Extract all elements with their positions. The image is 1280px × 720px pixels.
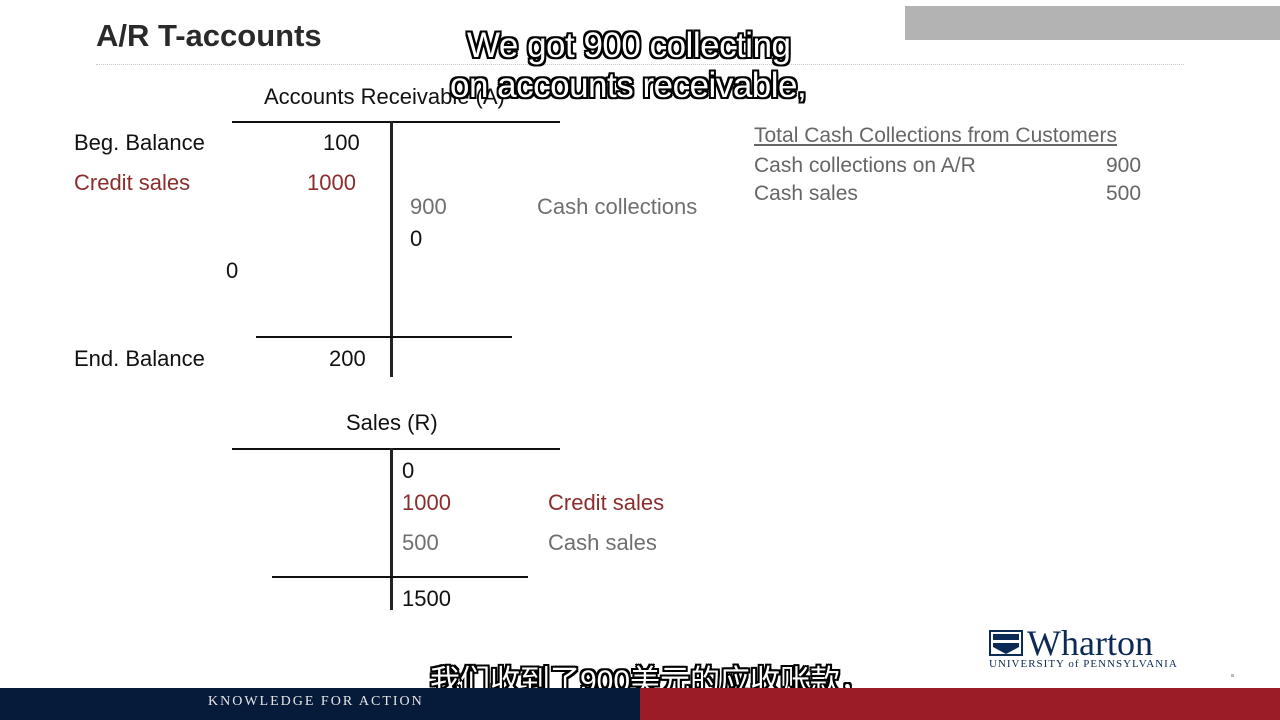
ar-t-top-line [232,121,560,123]
sales-total: 1500 [402,586,451,611]
sales-heading: Sales (R) [346,410,438,435]
summary-title: Total Cash Collections from Customers [754,124,1117,147]
sales-t-vertical-line [390,448,393,610]
sales-cash-label: Cash sales [548,530,657,555]
ar-heading: Accounts Receivable (A) [264,84,505,109]
ar-credit-sales-value: 1000 [307,170,356,195]
ar-t-bottom-line [256,336,512,338]
sales-credit-value: 1000 [402,490,451,515]
ar-t-vertical-line [390,121,393,377]
footer-navy-band [0,688,640,720]
ar-right-zero: 0 [410,226,423,251]
ar-beg-label: Beg. Balance [74,130,205,155]
footer-tagline: KNOWLEDGE FOR ACTION [208,694,424,709]
summary-row-value: 900 [1106,154,1142,177]
ar-end-label: End. Balance [74,346,205,371]
slide-title: A/R T-accounts [96,18,322,53]
subtitle-english-line2: on accounts receivable, [450,66,807,105]
slide-marker [1231,674,1234,677]
title-divider [96,64,1184,65]
ar-left-zero: 0 [226,258,239,283]
ar-beg-value: 100 [323,130,360,155]
top-right-banner [905,6,1280,40]
ar-end-value: 200 [329,346,366,371]
wharton-logo-text: Wharton [1027,623,1153,663]
subtitle-english-line1: We got 900 collecting [467,26,791,65]
ar-cash-collections-value: 900 [410,194,447,219]
ar-cash-collections-label: Cash collections [537,194,698,219]
sales-t-bottom-line [272,576,528,578]
sales-t-top-line [232,448,560,450]
shield-icon [989,630,1023,656]
summary-row-label: Cash sales [754,182,858,205]
wharton-logo-subtext: UNIVERSITY of PENNSYLVANIA [989,658,1178,670]
ar-credit-sales-label: Credit sales [74,170,191,195]
summary-row-value: 500 [1106,182,1142,205]
summary-row-label: Cash collections on A/R [754,154,976,177]
footer-red-band [640,688,1280,720]
sales-zero: 0 [402,458,415,483]
sales-credit-label: Credit sales [548,490,665,515]
sales-cash-value: 500 [402,530,439,555]
